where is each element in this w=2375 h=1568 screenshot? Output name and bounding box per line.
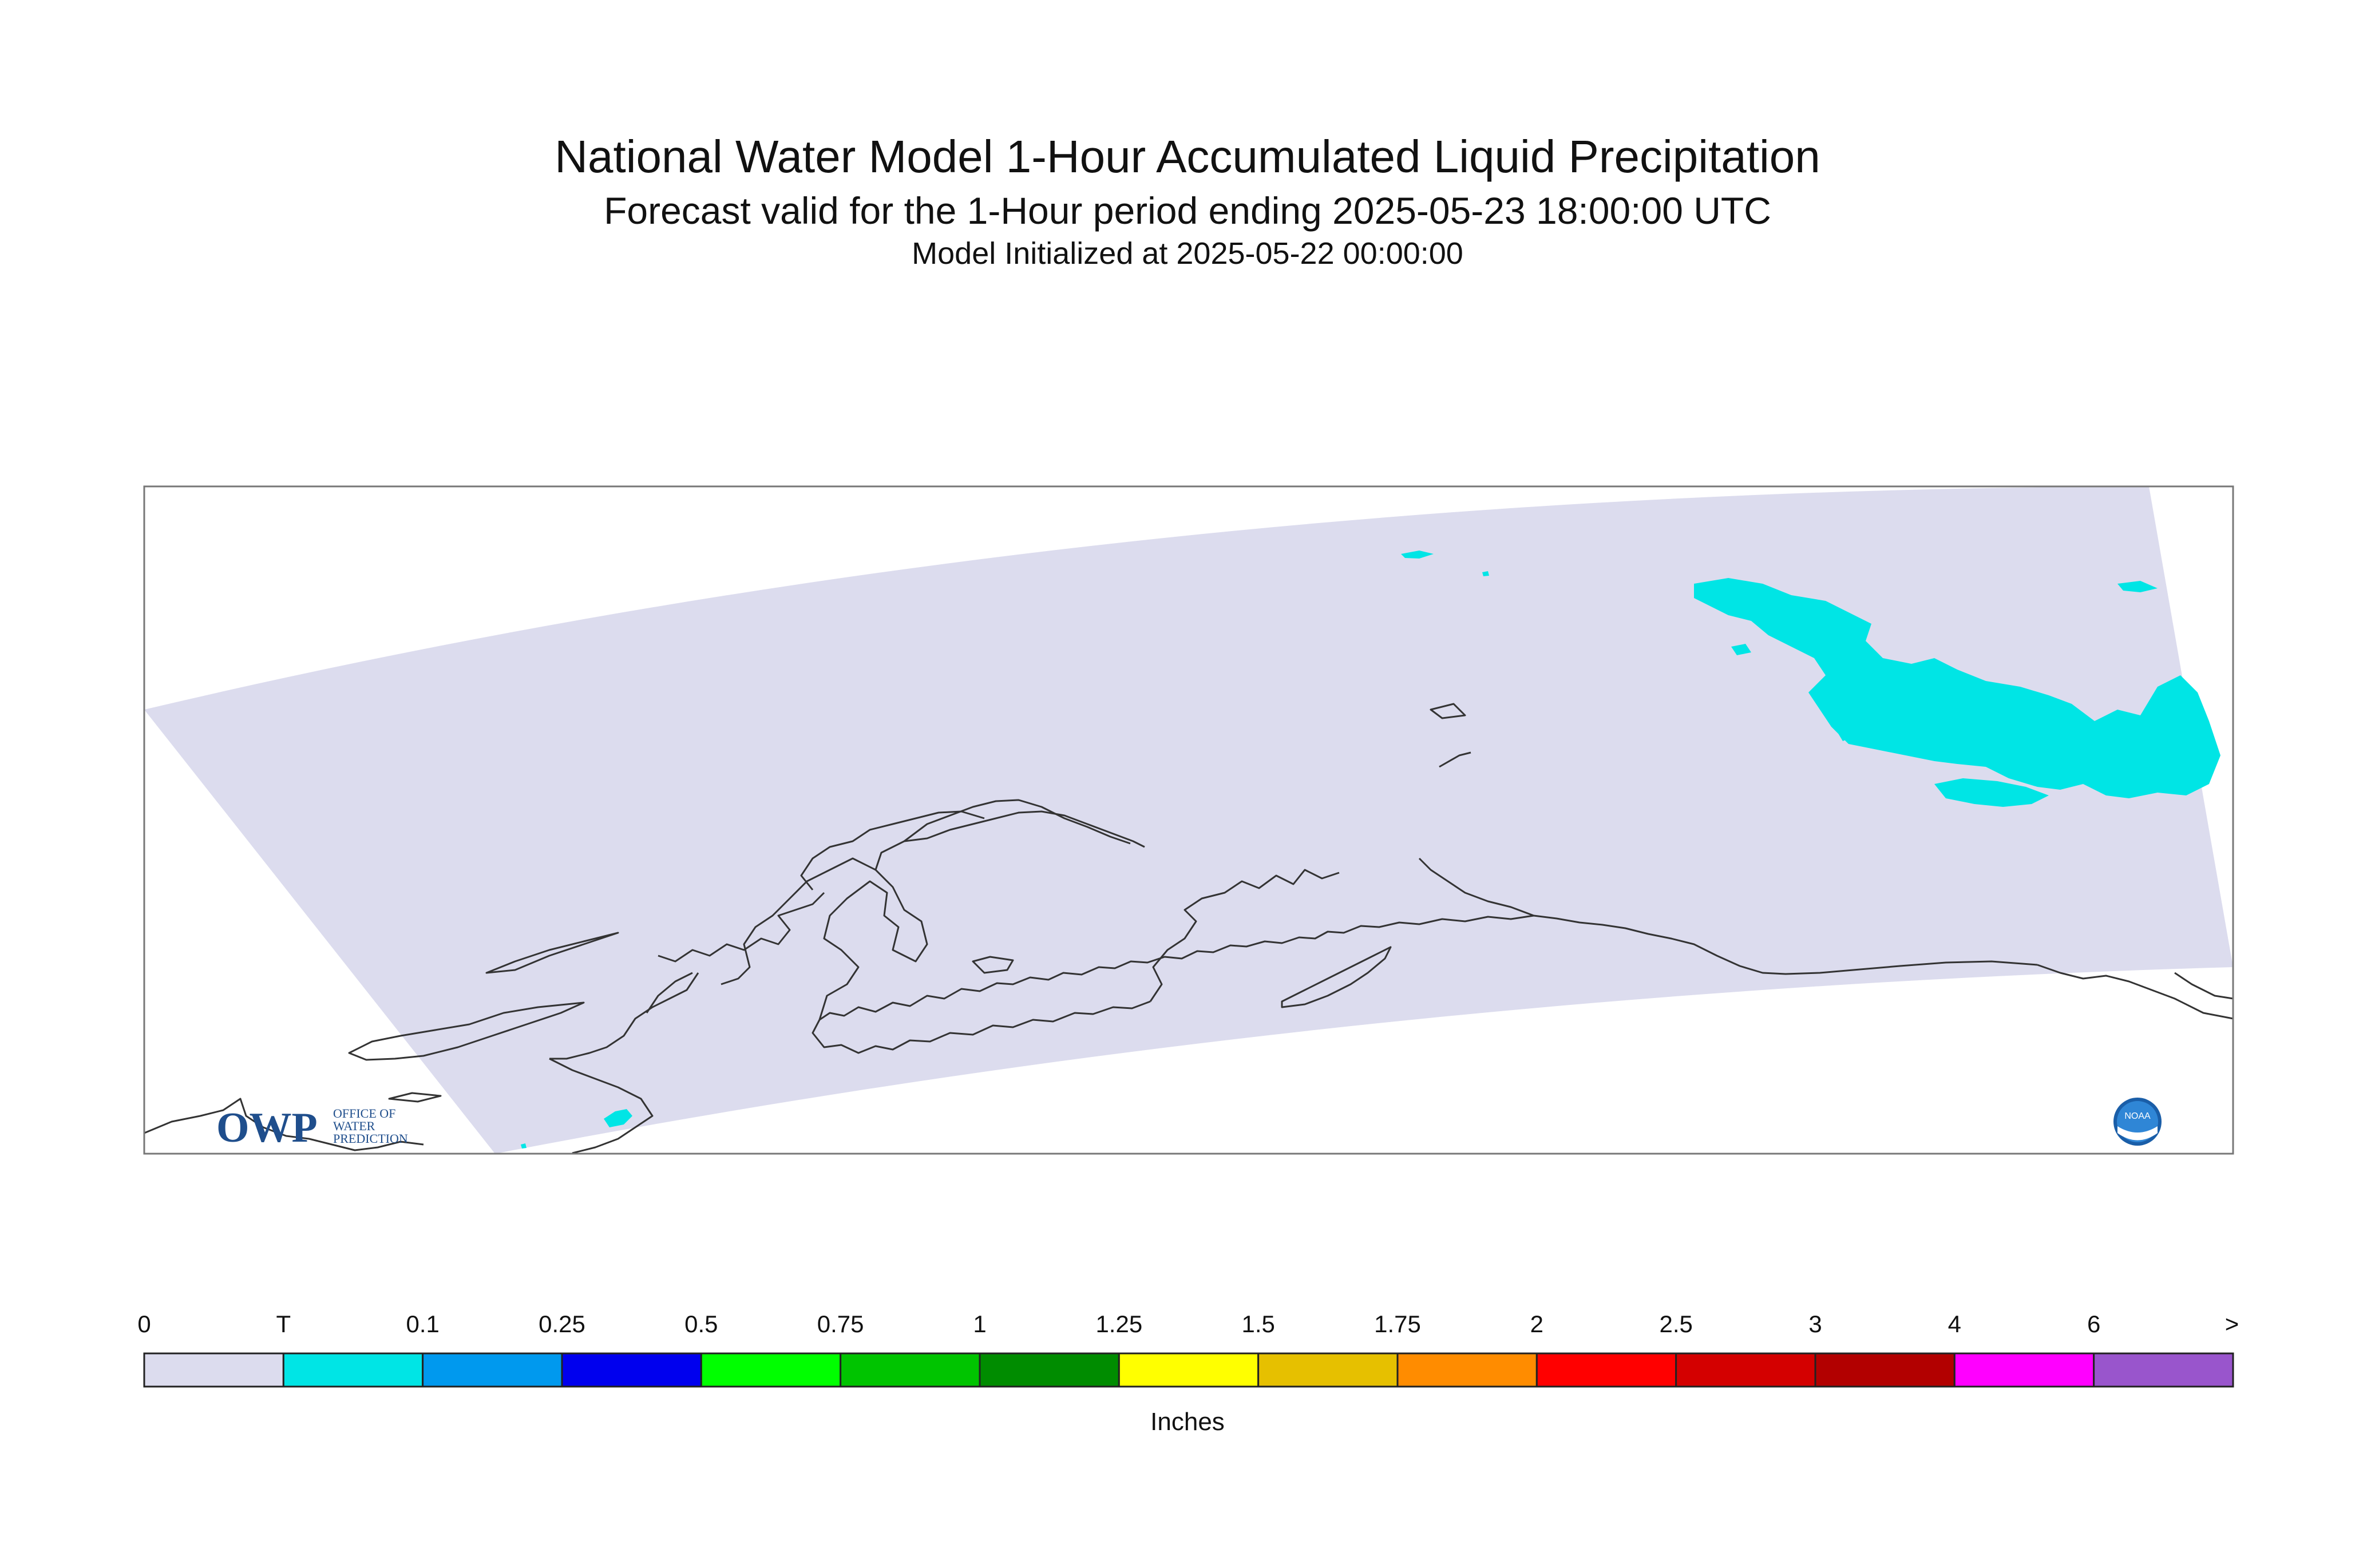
kodiak-island bbox=[1281, 946, 1392, 1008]
precip-blob-ne-tail bbox=[1934, 778, 2049, 807]
legend-units-label: Inches bbox=[1150, 1408, 1225, 1436]
legend-swatch bbox=[561, 1352, 702, 1388]
norton-sound-coast bbox=[800, 810, 985, 890]
legend-tick-label: 0 bbox=[137, 1310, 151, 1337]
legend-swatch bbox=[1814, 1352, 1956, 1388]
legend-swatch bbox=[840, 1352, 981, 1388]
kuskokwim-coast bbox=[721, 857, 876, 985]
legend-swatch bbox=[1953, 1352, 2095, 1388]
model-init-subtitle: Model Initialized at 2025-05-22 00:00:00 bbox=[912, 236, 1463, 271]
precip-blob-southwest bbox=[604, 1109, 632, 1127]
legend-tick-label: 1 bbox=[973, 1310, 987, 1337]
noaa-logo: NOAA bbox=[2113, 1098, 2162, 1146]
alaska-peninsula-coast bbox=[812, 1000, 1151, 1054]
legend-swatch bbox=[282, 1352, 424, 1388]
precip-blob-north bbox=[1401, 551, 1434, 559]
canada-coast-segment bbox=[2174, 972, 2234, 1000]
precip-blob-north-dot bbox=[1482, 571, 1489, 576]
bristol-bay-coast bbox=[818, 810, 1145, 1020]
west-coast-segment bbox=[646, 972, 693, 1013]
legend-tick-label: 1.75 bbox=[1374, 1310, 1421, 1337]
precipitation-areas bbox=[521, 551, 2220, 1149]
legend-tick-label: 3 bbox=[1808, 1310, 1822, 1337]
noaa-logo-letters: NOAA bbox=[2124, 1111, 2151, 1121]
chukotka-coast bbox=[348, 1001, 585, 1061]
legend-swatch bbox=[979, 1352, 1120, 1388]
alaska-coastline bbox=[819, 914, 2038, 1021]
map-title: National Water Model 1-Hour Accumulated … bbox=[555, 131, 1820, 182]
legend-tick-label: 0.25 bbox=[539, 1310, 585, 1337]
gulf-islands bbox=[1430, 703, 1471, 768]
legend-swatch bbox=[1675, 1352, 1816, 1388]
canada-coast-east bbox=[2037, 964, 2234, 1020]
model-domain-area bbox=[144, 486, 2233, 1154]
east-siberia-islet bbox=[388, 1092, 442, 1103]
southeast-coast bbox=[1418, 857, 1534, 917]
legend-tick-label: 2 bbox=[1530, 1310, 1544, 1337]
legend-swatch bbox=[422, 1352, 563, 1388]
precip-blob-ne-small3 bbox=[1731, 644, 1751, 655]
legend-swatch bbox=[1257, 1352, 1399, 1388]
legend-tick-label: T bbox=[276, 1310, 291, 1337]
yukon-delta-coast bbox=[549, 972, 699, 1060]
legend-swatch bbox=[700, 1352, 842, 1388]
owp-logo: OWP OFFICE OF WATER PREDICTION bbox=[216, 1104, 408, 1151]
precip-blob-ne-main bbox=[1694, 578, 2220, 798]
legend-tick-label: > bbox=[2224, 1310, 2239, 1337]
precip-blob-ne-small1 bbox=[2117, 581, 2158, 592]
legend-swatch bbox=[143, 1352, 284, 1388]
legend-tick-label: 0.75 bbox=[817, 1310, 864, 1337]
legend-swatch bbox=[2093, 1352, 2234, 1388]
cook-inlet-coast bbox=[1149, 869, 1340, 1002]
legend-tick-label: 0.1 bbox=[406, 1310, 440, 1337]
siberia-coast bbox=[144, 1098, 424, 1151]
legend-tick-label: 1.5 bbox=[1241, 1310, 1275, 1337]
legend-color-bar bbox=[143, 1352, 2234, 1388]
arctic-coast bbox=[904, 799, 1131, 845]
coastlines bbox=[144, 703, 2234, 1154]
aleutian-chain bbox=[549, 1058, 654, 1154]
precip-blob-ne-small2 bbox=[1834, 722, 1857, 741]
legend-tick-label: 6 bbox=[2087, 1310, 2101, 1337]
st-lawrence-island bbox=[485, 932, 619, 974]
owp-logo-line-2: WATER bbox=[333, 1119, 375, 1133]
legend-tick-label: 1.25 bbox=[1095, 1310, 1143, 1337]
seward-peninsula-coast bbox=[658, 892, 825, 963]
legend-tick-label: 0.5 bbox=[684, 1310, 718, 1337]
legend-swatch bbox=[1118, 1352, 1260, 1388]
legend-swatch bbox=[1396, 1352, 1538, 1388]
legend-swatch bbox=[1535, 1352, 1677, 1388]
precip-blob-southwest-dot bbox=[521, 1143, 527, 1149]
owp-logo-line-1: OFFICE OF bbox=[333, 1106, 395, 1120]
owp-logo-line-3: PREDICTION bbox=[333, 1131, 408, 1146]
legend-tick-label: 4 bbox=[1948, 1310, 1962, 1337]
forecast-valid-subtitle: Forecast valid for the 1-Hour period end… bbox=[604, 189, 1771, 232]
nunivak-island bbox=[972, 956, 1014, 974]
owp-logo-letters: OWP bbox=[216, 1104, 318, 1151]
map-frame bbox=[143, 485, 2234, 1155]
legend-tick-label: 2.5 bbox=[1659, 1310, 1693, 1337]
